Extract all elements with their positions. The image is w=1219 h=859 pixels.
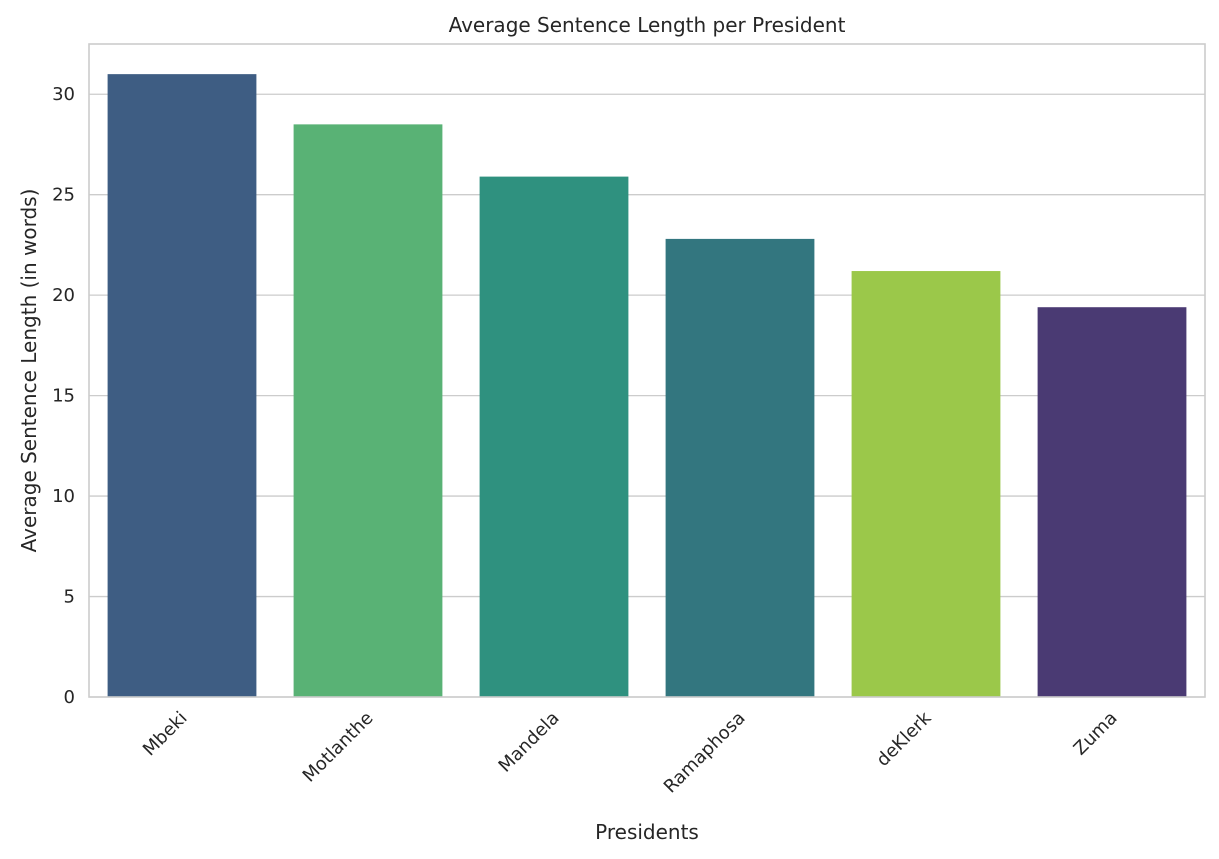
x-tick-label: Mandela — [495, 708, 564, 777]
x-tick-label: Motlanthe — [299, 708, 378, 787]
x-axis-label: Presidents — [595, 820, 699, 844]
bar-motlanthe — [293, 124, 443, 697]
y-axis-label: Average Sentence Length (in words) — [17, 189, 41, 553]
y-gridlines — [89, 93, 1205, 698]
bar-mandela — [479, 176, 629, 697]
x-tick-label: Zuma — [1070, 708, 1122, 760]
y-tick-label: 25 — [52, 185, 75, 206]
y-tick-label: 20 — [52, 285, 75, 306]
y-tick-label: 10 — [52, 486, 75, 507]
y-tick-label: 30 — [52, 84, 75, 105]
bar-deklerk — [851, 271, 1001, 697]
x-tick-labels: Mbeki Motlanthe Mandela Ramaphosa deKlerk Zum… — [139, 707, 1122, 797]
x-tick-label: Ramaphosa — [660, 708, 750, 798]
x-tick-label: Mbeki — [139, 708, 192, 761]
chart-title: Average Sentence Length per President — [449, 13, 846, 37]
bar-mbeki — [107, 74, 257, 698]
axes-frame — [88, 43, 1206, 698]
y-tick-labels: 0 5 10 15 20 25 30 — [52, 84, 75, 708]
bars — [107, 74, 1187, 698]
y-tick-label: 0 — [64, 687, 75, 708]
x-tick-label: deKlerk — [872, 707, 935, 770]
y-tick-label: 5 — [64, 587, 75, 608]
y-tick-label: 15 — [52, 386, 75, 407]
bar-ramaphosa — [665, 238, 815, 697]
bar-zuma — [1037, 307, 1187, 697]
